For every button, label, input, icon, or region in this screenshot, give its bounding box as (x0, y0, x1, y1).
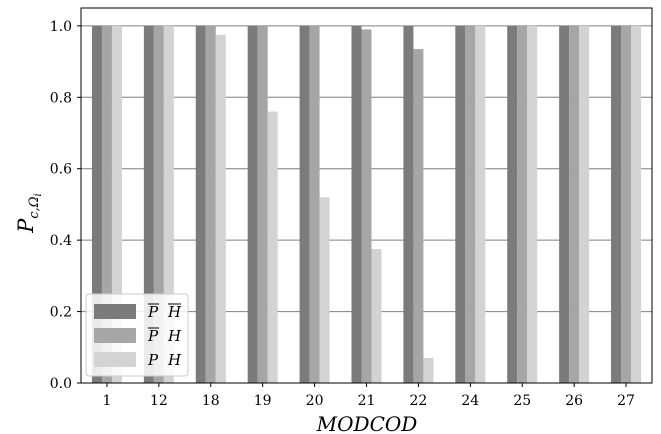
bar-19-s0 (247, 25, 258, 383)
legend-label-0-b: H (167, 303, 182, 321)
bar-12-s2 (163, 25, 174, 383)
bar-26-s2 (579, 25, 590, 383)
bar-1-s0 (91, 25, 102, 383)
bar-24-s1 (465, 25, 476, 383)
x-tick-label-8: 25 (513, 393, 531, 409)
y-tick-label-1: 0.2 (50, 305, 72, 321)
y-axis-label-main: P (14, 218, 38, 234)
x-tick-label-9: 26 (565, 393, 583, 409)
legend-swatch-0 (94, 304, 136, 319)
bar-21-s0 (351, 25, 362, 383)
legend: P HP HP H (85, 293, 189, 377)
x-tick-label-5: 21 (358, 393, 376, 409)
bar-24-s2 (475, 25, 486, 383)
bar-22-s0 (403, 25, 414, 383)
legend-swatch-1 (94, 328, 136, 343)
y-tick-label-2: 0.4 (50, 233, 72, 249)
svg-text:Pc,Ωi: Pc,Ωi (14, 193, 44, 234)
bar-25-s1 (517, 25, 528, 383)
legend-label-2-a: P (147, 351, 159, 369)
bar-27-s1 (621, 25, 632, 383)
x-tick-label-0: 1 (102, 393, 111, 409)
x-tick-label-6: 22 (409, 393, 427, 409)
bar-22-s1 (413, 49, 424, 383)
bar-1-s2 (111, 25, 122, 383)
bar-20-s2 (319, 197, 330, 383)
bar-26-s1 (569, 25, 580, 383)
legend-swatch-2 (94, 352, 136, 367)
y-axis-label-sub: c,Ω (27, 196, 42, 218)
y-tick-label-3: 0.6 (50, 162, 72, 178)
bar-18-s2 (215, 34, 226, 384)
y-tick-label-5: 1.0 (50, 19, 72, 35)
bar-21-s2 (371, 249, 382, 383)
y-axis-ticks: 0.0 0.2 0.4 0.6 0.8 1.0 (50, 19, 81, 392)
x-axis-label: MODCOD (316, 412, 418, 434)
bars-group (91, 25, 642, 384)
x-tick-label-7: 24 (461, 393, 479, 409)
bar-24-s0 (455, 25, 466, 383)
y-tick-label-0: 0.0 (50, 376, 72, 392)
bar-20-s0 (299, 25, 310, 383)
x-tick-label-2: 18 (202, 393, 220, 409)
x-tick-label-4: 20 (306, 393, 324, 409)
bar-20-s1 (309, 25, 320, 383)
y-tick-label-4: 0.8 (50, 90, 72, 106)
x-tick-label-1: 12 (150, 393, 168, 409)
bar-12-s1 (153, 25, 164, 383)
x-axis-ticks: 1 12 18 19 20 21 22 24 25 26 27 (102, 383, 635, 409)
x-tick-label-10: 27 (617, 393, 635, 409)
bar-18-s0 (195, 25, 206, 383)
bar-12-s0 (143, 25, 154, 383)
bar-25-s0 (507, 25, 518, 383)
y-axis-label: Pc,Ωi (14, 193, 44, 234)
bar-27-s2 (631, 25, 642, 383)
bar-19-s2 (267, 111, 278, 384)
bar-18-s1 (205, 25, 216, 383)
bar-19-s1 (257, 25, 268, 383)
bar-22-s2 (423, 358, 434, 383)
bar-1-s1 (101, 25, 112, 383)
bar-27-s0 (611, 25, 622, 383)
x-tick-label-3: 19 (254, 393, 272, 409)
bar-25-s2 (527, 25, 538, 383)
legend-label-1-b: H (167, 327, 182, 345)
legend-label-0-a: P (147, 303, 159, 321)
bar-21-s1 (361, 29, 372, 384)
bar-26-s0 (559, 25, 570, 383)
legend-label-1-a: P (147, 327, 159, 345)
y-axis-label-sub2: i (33, 193, 44, 196)
legend-label-2-b: H (167, 351, 182, 369)
